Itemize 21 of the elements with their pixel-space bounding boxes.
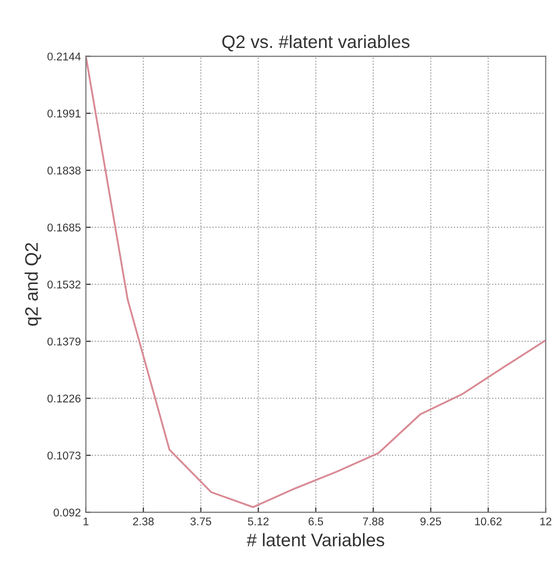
x-tick-label: 6.5 <box>308 517 324 526</box>
x-tick-label: 1 <box>84 518 88 526</box>
x-tick-label: 9.25 <box>420 517 442 526</box>
x-axis-title: # latent Variables <box>246 533 384 546</box>
y-tick-label: 0.1073 <box>47 452 81 460</box>
chart-title: Q2 vs. #latent variables <box>222 34 410 52</box>
x-tick-label: 10.62 <box>475 517 502 526</box>
y-tick-label: 0.092 <box>54 508 80 516</box>
y-tick-label: 0.1379 <box>47 338 80 346</box>
x-tick-label: 5.12 <box>248 517 269 526</box>
y-tick-label: 0.1685 <box>47 224 81 232</box>
y-tick-label: 0.2144 <box>47 52 81 60</box>
y-tick-label: 0.1532 <box>47 280 80 288</box>
x-tick-label: 12 <box>540 517 552 526</box>
y-tick-label: 0.1226 <box>47 394 81 402</box>
x-tick-label: 3.75 <box>190 517 212 526</box>
y-tick-label: 0.1838 <box>47 166 81 174</box>
y-axis-title: q2 and Q2 <box>24 243 42 326</box>
x-tick-label: 7.88 <box>363 517 384 526</box>
y-tick-label: 0.1991 <box>47 110 80 118</box>
x-tick-label: 2.38 <box>133 517 154 526</box>
